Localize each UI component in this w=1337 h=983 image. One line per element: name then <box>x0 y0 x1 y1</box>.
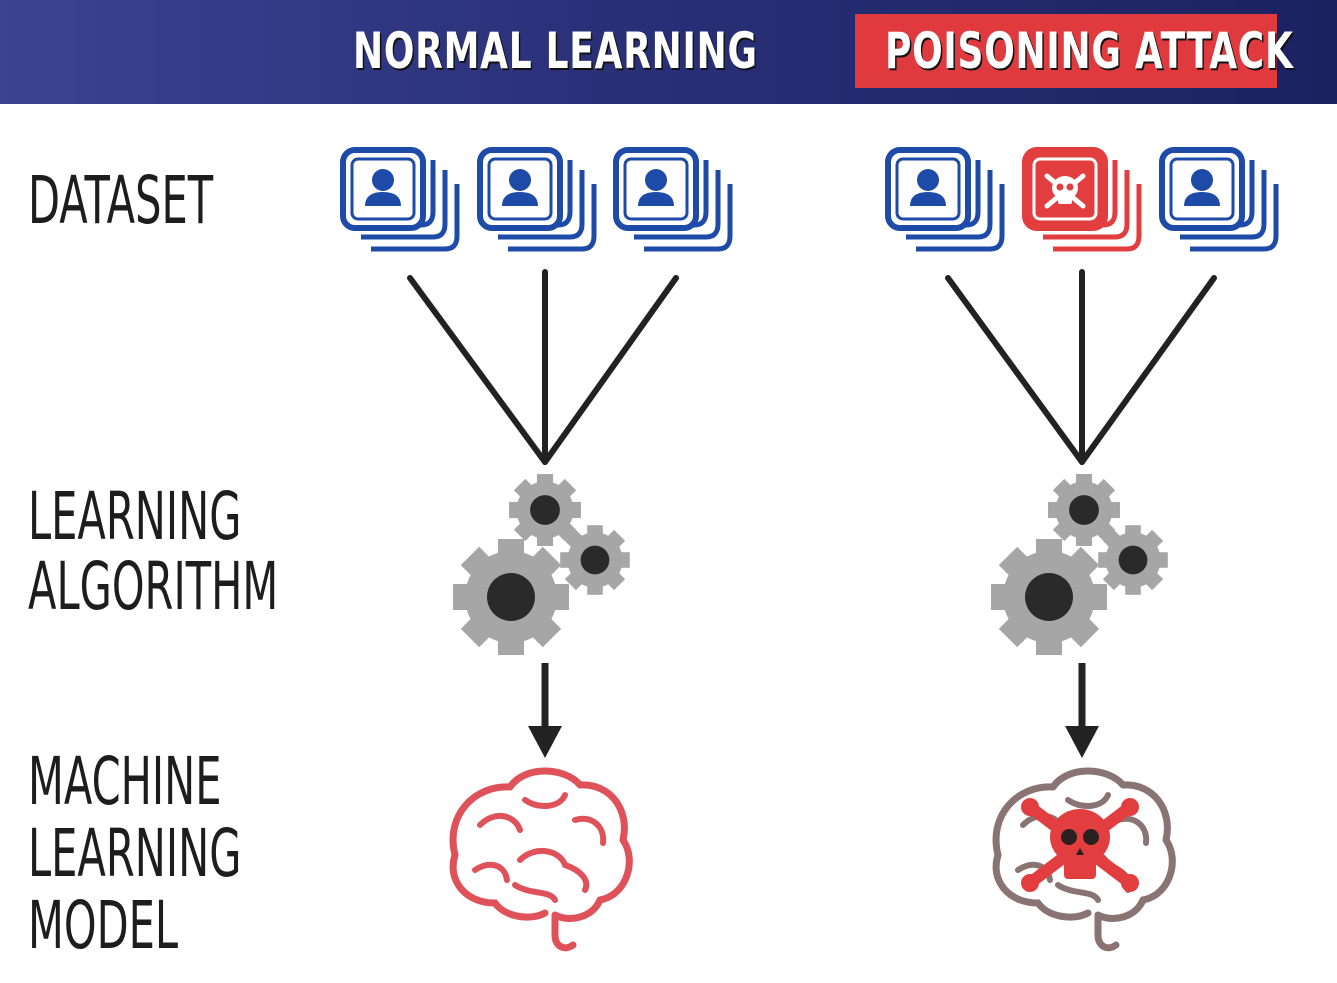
poisoning-attack-badge <box>855 14 1277 88</box>
dataset-card-poison <box>1025 150 1139 249</box>
poisoning-attack-title: POISONING ATTACK <box>885 22 1294 80</box>
dataset-card-user-3 <box>616 150 730 249</box>
brain-icon <box>453 771 629 948</box>
skull-crossbones-icon <box>1021 798 1139 892</box>
learning-algorithm-row-label: LEARNING ALGORITHM <box>28 478 279 625</box>
dataset-card-user-5 <box>1162 150 1276 249</box>
gears-icon <box>453 474 630 655</box>
down-arrow-poisoned <box>1065 663 1099 758</box>
dataset-card-user-2 <box>480 150 594 249</box>
connector-lines <box>407 269 679 465</box>
poisoned-column <box>888 150 1276 948</box>
connector-lines-poisoned <box>945 269 1217 465</box>
normal-learning-title: NORMAL LEARNING <box>353 22 758 80</box>
down-arrow <box>528 663 562 758</box>
dataset-card-user-4 <box>888 150 1002 249</box>
dataset-card-user-1 <box>343 150 457 249</box>
normal-column <box>343 150 730 948</box>
gears-icon-poisoned <box>991 474 1168 655</box>
ml-model-row-label: MACHINE LEARNING MODEL <box>28 743 242 964</box>
dataset-row-label: DATASET <box>28 162 214 239</box>
